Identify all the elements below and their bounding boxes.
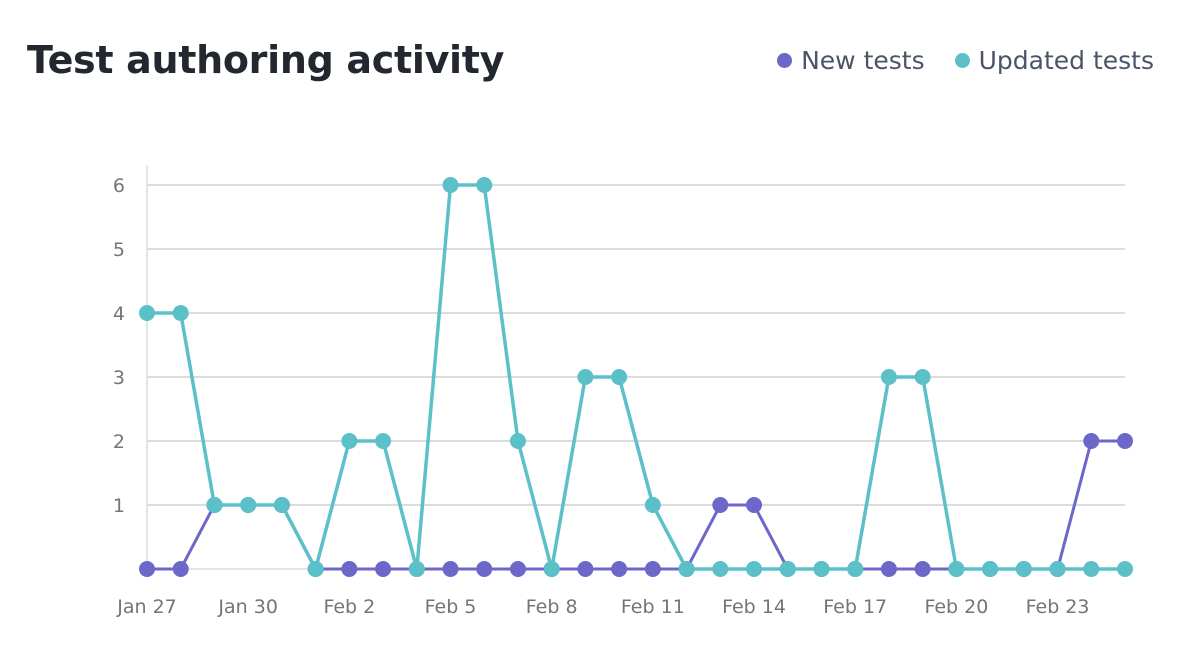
legend-item-updated-tests[interactable]: Updated tests: [954, 46, 1154, 75]
y-tick-label: 3: [113, 367, 125, 389]
data-point[interactable]: [139, 305, 155, 321]
data-point[interactable]: [442, 177, 459, 193]
data-point[interactable]: [509, 561, 526, 577]
data-point[interactable]: [880, 561, 897, 577]
data-point[interactable]: [1083, 561, 1100, 577]
y-tick-label: 4: [113, 303, 125, 325]
data-point[interactable]: [408, 561, 425, 577]
data-point[interactable]: [746, 497, 763, 513]
data-point[interactable]: [982, 561, 999, 577]
y-tick-label: 5: [113, 239, 125, 261]
grid-lines: [146, 165, 1125, 570]
data-point[interactable]: [678, 561, 695, 577]
data-point[interactable]: [375, 433, 392, 449]
data-point[interactable]: [476, 561, 493, 577]
x-tick-label: Feb 11: [621, 596, 685, 618]
data-point[interactable]: [139, 561, 155, 577]
data-point[interactable]: [1117, 561, 1133, 577]
data-point[interactable]: [1015, 561, 1032, 577]
data-point[interactable]: [240, 497, 257, 513]
data-point[interactable]: [442, 561, 459, 577]
y-tick-label: 2: [113, 431, 125, 453]
data-point[interactable]: [341, 561, 358, 577]
data-point[interactable]: [746, 561, 763, 577]
data-point[interactable]: [273, 497, 290, 513]
x-tick-label: Feb 8: [526, 596, 578, 618]
data-point[interactable]: [611, 561, 628, 577]
data-point[interactable]: [341, 433, 358, 449]
data-point[interactable]: [779, 561, 796, 577]
data-point[interactable]: [307, 561, 324, 577]
data-point[interactable]: [172, 305, 189, 321]
data-point[interactable]: [880, 369, 897, 385]
series-updated-tests: [139, 177, 1133, 577]
data-point[interactable]: [543, 561, 560, 577]
data-point[interactable]: [644, 497, 661, 513]
y-tick-label: 1: [113, 495, 125, 517]
x-tick-label: Jan 30: [217, 596, 278, 618]
data-point[interactable]: [1117, 433, 1133, 449]
x-tick-label: Feb 5: [425, 596, 477, 618]
legend-item-new-tests[interactable]: New tests: [777, 46, 925, 75]
chart-legend: New tests Updated tests: [777, 46, 1154, 75]
legend-dot-icon: [777, 53, 793, 68]
data-point[interactable]: [611, 369, 628, 385]
data-point[interactable]: [914, 561, 931, 577]
data-point[interactable]: [914, 369, 931, 385]
data-point[interactable]: [1049, 561, 1066, 577]
data-point[interactable]: [847, 561, 864, 577]
data-point[interactable]: [509, 433, 526, 449]
data-point[interactable]: [577, 369, 594, 385]
data-point[interactable]: [172, 561, 189, 577]
chart-title: Test authoring activity: [27, 38, 505, 82]
data-point[interactable]: [813, 561, 830, 577]
legend-label: Updated tests: [978, 46, 1154, 75]
y-axis: 1 2 3 4 5 6: [113, 175, 125, 517]
data-point[interactable]: [375, 561, 392, 577]
x-tick-label: Feb 2: [323, 596, 375, 618]
series-group: [139, 177, 1133, 577]
data-point[interactable]: [476, 177, 493, 193]
x-tick-label: Feb 14: [722, 596, 786, 618]
data-point[interactable]: [644, 561, 661, 577]
data-point[interactable]: [577, 561, 594, 577]
data-point[interactable]: [712, 561, 729, 577]
x-tick-label: Jan 27: [116, 596, 177, 618]
x-tick-label: Feb 23: [1026, 596, 1090, 618]
legend-dot-icon: [954, 53, 970, 68]
x-tick-label: Feb 17: [823, 596, 887, 618]
x-axis: Jan 27 Jan 30 Feb 2 Feb 5 Feb 8 Feb 11 Feb 14 F…: [116, 596, 1089, 618]
data-point[interactable]: [712, 497, 729, 513]
data-point[interactable]: [948, 561, 965, 577]
data-point[interactable]: [1083, 433, 1100, 449]
y-tick-label: 6: [113, 175, 125, 197]
legend-label: New tests: [801, 46, 925, 75]
data-point[interactable]: [206, 497, 223, 513]
x-tick-label: Feb 20: [924, 596, 988, 618]
